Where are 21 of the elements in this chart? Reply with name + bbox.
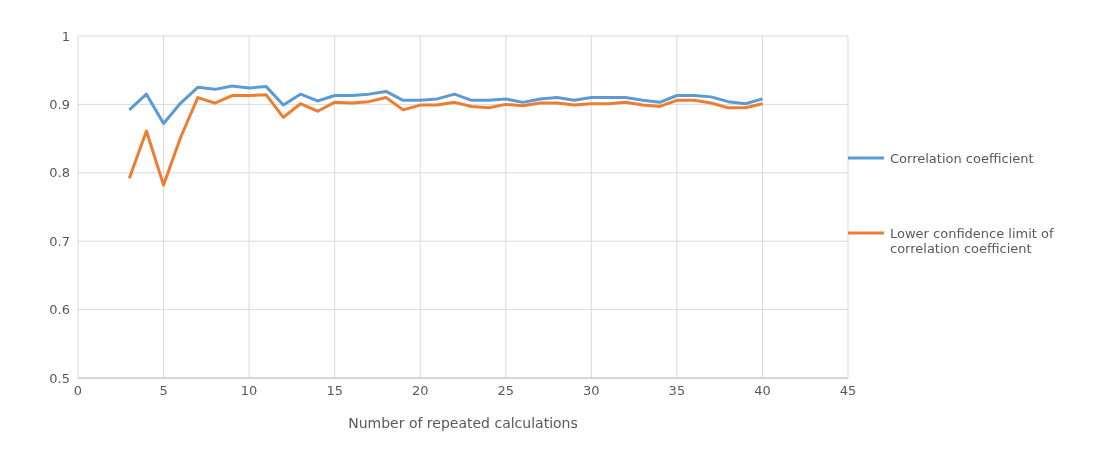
x-axis-title: Number of repeated calculations	[348, 415, 578, 431]
x-tick-label: 15	[326, 383, 343, 399]
x-tick-label: 0	[73, 383, 83, 399]
y-tick-label: 0.7	[49, 233, 70, 249]
x-tick-label: 25	[497, 383, 515, 399]
x-tick-label: 30	[583, 383, 600, 399]
y-tick-label: 0.6	[49, 302, 70, 318]
y-tick-label: 0.9	[49, 97, 70, 113]
x-tick-label: 45	[839, 383, 857, 399]
y-tick-label: 0.5	[49, 370, 70, 386]
line-series	[127, 84, 764, 126]
x-tick-label: 35	[668, 383, 686, 399]
y-tick-label: 0.8	[49, 165, 70, 181]
legend-label: Lower confidence limit of correlation coefficient	[890, 225, 1055, 256]
x-tick-label: 5	[159, 383, 168, 399]
y-tick-label: 1	[61, 28, 70, 44]
x-tick-label: 20	[411, 383, 429, 399]
x-tick-label: 40	[754, 383, 771, 399]
legend-label: Correlation coefficient	[890, 150, 1034, 166]
line-series	[127, 93, 764, 187]
x-tick-label: 10	[240, 383, 258, 399]
